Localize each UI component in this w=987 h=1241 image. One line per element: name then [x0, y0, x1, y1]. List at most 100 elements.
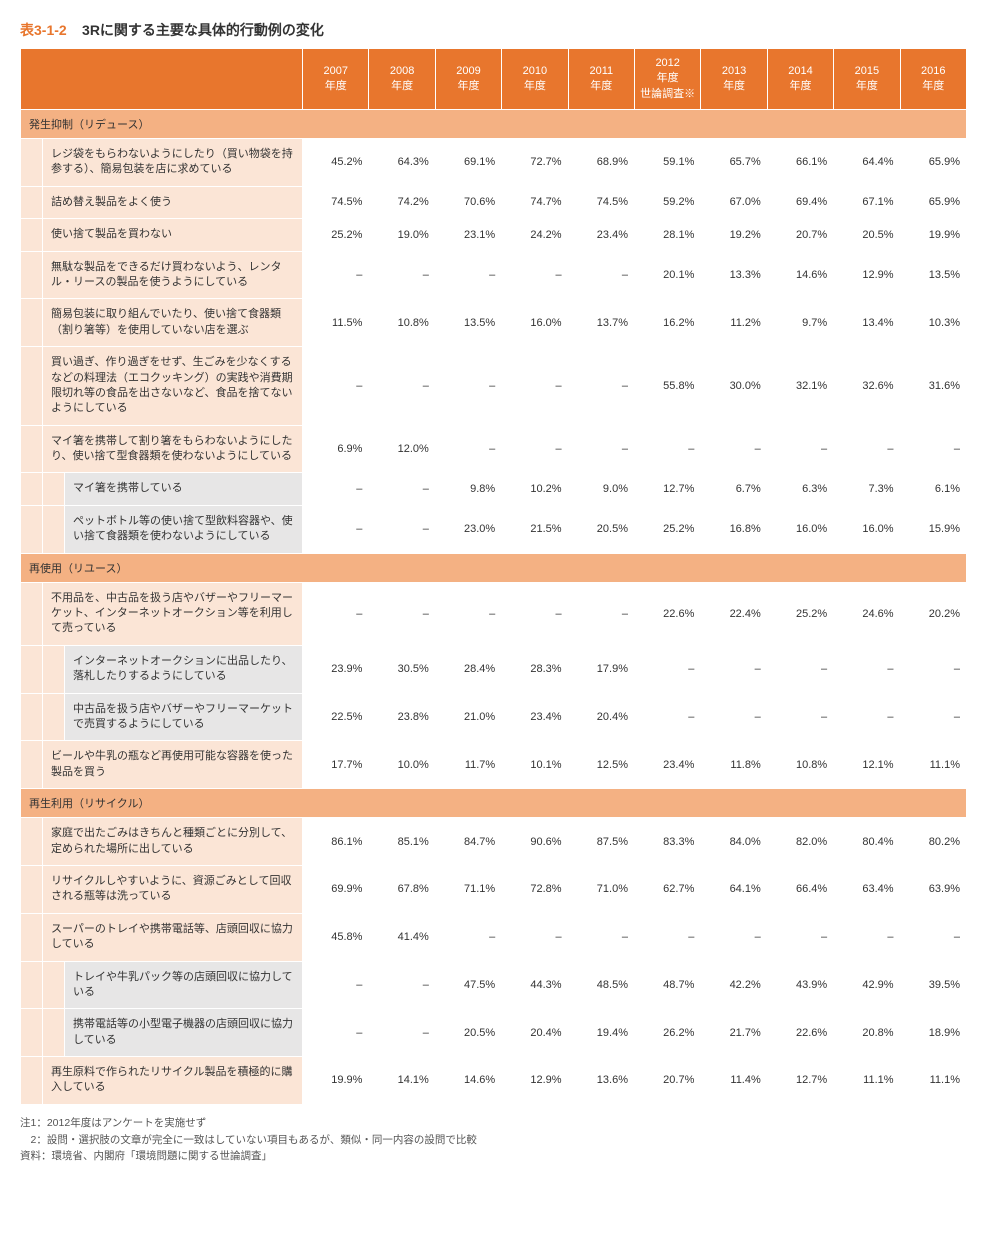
note-line: 資料：環境省、内閣府「環境問題に関する世論調査」	[20, 1148, 967, 1165]
value-cell: 74.5%	[568, 186, 634, 218]
value-cell: –	[502, 251, 568, 299]
indent-cell	[43, 645, 65, 693]
indent-cell	[21, 505, 43, 553]
value-cell: –	[834, 645, 900, 693]
value-cell: 84.0%	[701, 818, 767, 866]
value-cell: 28.3%	[502, 645, 568, 693]
value-cell: 74.5%	[303, 186, 369, 218]
value-cell: –	[435, 913, 501, 961]
value-cell: –	[435, 425, 501, 473]
value-cell: –	[502, 582, 568, 645]
value-cell: –	[435, 251, 501, 299]
value-cell: 32.6%	[834, 347, 900, 426]
indent-cell	[21, 741, 43, 789]
value-cell: 59.2%	[634, 186, 700, 218]
value-cell: 47.5%	[435, 961, 501, 1009]
value-cell: 10.3%	[900, 299, 966, 347]
value-cell: –	[369, 961, 435, 1009]
row-label: マイ箸を携帯して割り箸をもらわないようにしたり、使い捨て型食器類を使わないように…	[43, 425, 303, 473]
value-cell: –	[502, 347, 568, 426]
value-cell: 67.8%	[369, 865, 435, 913]
value-cell: –	[369, 473, 435, 505]
value-cell: 48.7%	[634, 961, 700, 1009]
table-row: 携帯電話等の小型電子機器の店頭回収に協力している––20.5%20.4%19.4…	[21, 1009, 967, 1057]
value-cell: 86.1%	[303, 818, 369, 866]
value-cell: 11.4%	[701, 1057, 767, 1105]
value-cell: 72.8%	[502, 865, 568, 913]
row-label-sub: 携帯電話等の小型電子機器の店頭回収に協力している	[65, 1009, 303, 1057]
value-cell: 10.0%	[369, 741, 435, 789]
value-cell: –	[834, 913, 900, 961]
table-row: マイ箸を携帯している––9.8%10.2%9.0%12.7%6.7%6.3%7.…	[21, 473, 967, 505]
value-cell: 55.8%	[634, 347, 700, 426]
indent-cell	[43, 505, 65, 553]
value-cell: –	[369, 347, 435, 426]
year-header: 2012年度世論調査※	[634, 49, 700, 110]
value-cell: 24.2%	[502, 219, 568, 251]
value-cell: –	[435, 347, 501, 426]
value-cell: 20.8%	[834, 1009, 900, 1057]
table-row: 無駄な製品をできるだけ買わないよう、レンタル・リースの製品を使うようにしている–…	[21, 251, 967, 299]
indent-cell	[43, 1009, 65, 1057]
note-line: 2：設問・選択肢の文章が完全に一致はしていない項目もあるが、類似・同一内容の設問…	[20, 1132, 967, 1149]
value-cell: 23.8%	[369, 693, 435, 741]
value-cell: 20.5%	[568, 505, 634, 553]
value-cell: 71.1%	[435, 865, 501, 913]
year-header: 2013年度	[701, 49, 767, 110]
year-header: 2011年度	[568, 49, 634, 110]
value-cell: 24.6%	[834, 582, 900, 645]
value-cell: –	[634, 913, 700, 961]
value-cell: 63.9%	[900, 865, 966, 913]
value-cell: 64.4%	[834, 139, 900, 187]
value-cell: 83.3%	[634, 818, 700, 866]
value-cell: 70.6%	[435, 186, 501, 218]
indent-cell	[21, 1009, 43, 1057]
indent-cell	[21, 425, 43, 473]
value-cell: 13.5%	[435, 299, 501, 347]
value-cell: 10.1%	[502, 741, 568, 789]
value-cell: –	[634, 425, 700, 473]
section-row: 再使用（リユース）	[21, 553, 967, 582]
value-cell: 10.2%	[502, 473, 568, 505]
value-cell: 84.7%	[435, 818, 501, 866]
table-row: 詰め替え製品をよく使う74.5%74.2%70.6%74.7%74.5%59.2…	[21, 186, 967, 218]
table-row: 簡易包装に取り組んでいたり、使い捨て食器類（割り箸等）を使用していない店を選ぶ1…	[21, 299, 967, 347]
value-cell: 87.5%	[568, 818, 634, 866]
value-cell: –	[435, 582, 501, 645]
value-cell: 65.9%	[900, 186, 966, 218]
value-cell: 65.7%	[701, 139, 767, 187]
value-cell: 80.4%	[834, 818, 900, 866]
table-row: 中古品を扱う店やバザーやフリーマーケットで売買するようにしている22.5%23.…	[21, 693, 967, 741]
table-heading: 3Rに関する主要な具体的行動例の変化	[82, 22, 324, 38]
value-cell: –	[568, 251, 634, 299]
value-cell: 12.7%	[634, 473, 700, 505]
table-row: 家庭で出たごみはきちんと種類ごとに分別して、定められた場所に出している86.1%…	[21, 818, 967, 866]
row-label: ビールや牛乳の瓶など再使用可能な容器を使った製品を買う	[43, 741, 303, 789]
value-cell: –	[701, 645, 767, 693]
value-cell: 69.4%	[767, 186, 833, 218]
value-cell: 25.2%	[767, 582, 833, 645]
value-cell: 71.0%	[568, 865, 634, 913]
indent-cell	[21, 473, 43, 505]
value-cell: 41.4%	[369, 913, 435, 961]
value-cell: –	[568, 913, 634, 961]
indent-cell	[21, 913, 43, 961]
table-row: 買い過ぎ、作り過ぎをせず、生ごみを少なくするなどの料理法（エコクッキング）の実践…	[21, 347, 967, 426]
indent-cell	[21, 961, 43, 1009]
value-cell: 67.0%	[701, 186, 767, 218]
indent-cell	[21, 582, 43, 645]
row-label: 買い過ぎ、作り過ぎをせず、生ごみを少なくするなどの料理法（エコクッキング）の実践…	[43, 347, 303, 426]
value-cell: 16.0%	[834, 505, 900, 553]
table-row: ビールや牛乳の瓶など再使用可能な容器を使った製品を買う17.7%10.0%11.…	[21, 741, 967, 789]
value-cell: 13.5%	[900, 251, 966, 299]
value-cell: 30.0%	[701, 347, 767, 426]
value-cell: 17.7%	[303, 741, 369, 789]
indent-cell	[21, 818, 43, 866]
value-cell: 68.9%	[568, 139, 634, 187]
value-cell: 9.8%	[435, 473, 501, 505]
value-cell: 6.9%	[303, 425, 369, 473]
row-label-sub: マイ箸を携帯している	[65, 473, 303, 505]
value-cell: 25.2%	[303, 219, 369, 251]
value-cell: 28.1%	[634, 219, 700, 251]
year-header: 2016年度	[900, 49, 966, 110]
